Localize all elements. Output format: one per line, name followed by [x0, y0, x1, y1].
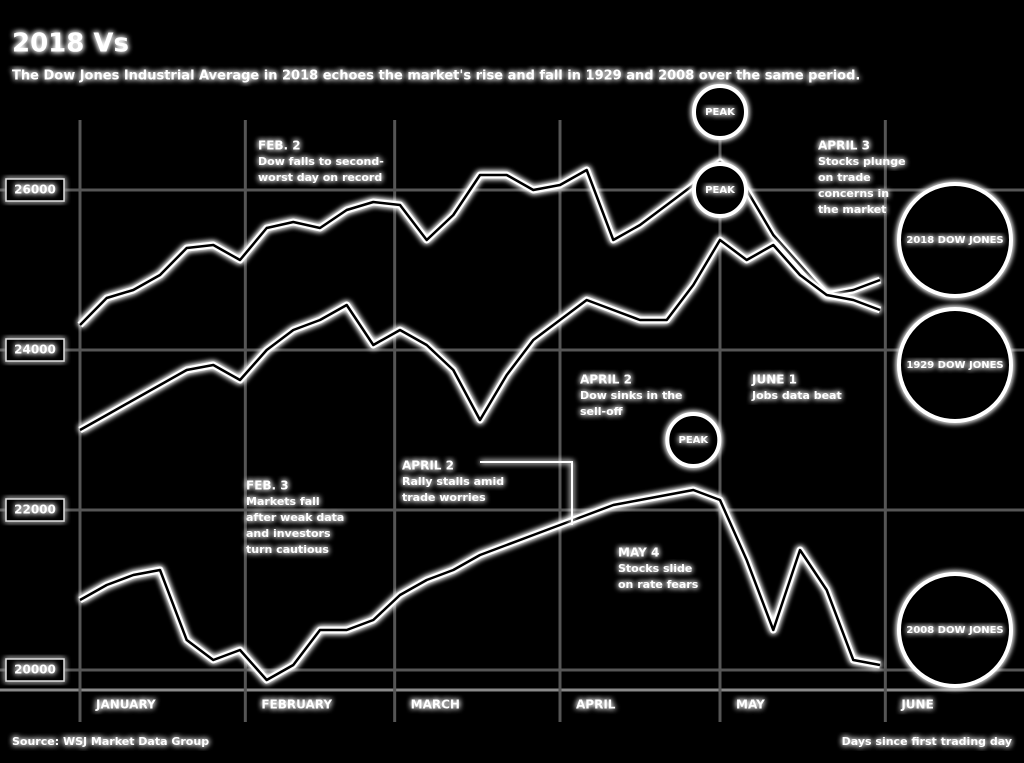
x-tick-label: JUNE [900, 698, 933, 712]
annotation-text: Rally stalls amid [402, 475, 504, 488]
annotation-text: trade worries [402, 491, 486, 504]
annotation-text: concerns in [818, 187, 889, 200]
peak-label: PEAK [679, 435, 710, 446]
annotation-text: worst day on record [258, 171, 382, 184]
peak-marker [665, 412, 722, 468]
annotation-heading: FEB. 2 [258, 139, 301, 153]
legend-label: 2018 DOW JONES [906, 235, 1003, 246]
annotation-heading: MAY 4 [618, 546, 659, 560]
x-tick-label: APRIL [576, 698, 616, 712]
annotation-text: turn cautious [246, 543, 329, 556]
annotation-heading: FEB. 3 [246, 479, 289, 493]
peak-label: PEAK [705, 107, 736, 118]
y-tick-box [5, 178, 65, 202]
annotation-heading: APRIL 2 [402, 459, 454, 473]
x-tick-label: MARCH [411, 698, 460, 712]
annotation-text: Jobs data beat [751, 389, 842, 402]
annotation-heading: APRIL 3 [818, 139, 870, 153]
x-tick-label: JANUARY [95, 698, 156, 712]
y-tick-label: 22000 [14, 503, 56, 517]
annotation-text: on trade [818, 171, 871, 184]
y-tick-box [5, 658, 65, 682]
legend-label: 1929 DOW JONES [906, 360, 1003, 371]
source: Source: WSJ Market Data Group [12, 735, 209, 748]
legend-label: 2008 DOW JONES [906, 625, 1003, 636]
annotation-leader [480, 461, 573, 525]
annotation-text: the market [818, 203, 886, 216]
note: Days since first trading day [842, 735, 1012, 748]
y-tick-box [5, 498, 65, 522]
annotation-heading: JUNE 1 [751, 373, 797, 387]
x-tick-label: FEBRUARY [261, 698, 332, 712]
peak-label: PEAK [705, 185, 736, 196]
annotation-text: and investors [246, 527, 331, 540]
y-tick-label: 20000 [14, 663, 56, 677]
y-tick-box [5, 338, 65, 362]
legend-circle [897, 182, 1013, 298]
chart-subtitle: The Dow Jones Industrial Average in 2018… [12, 69, 860, 84]
annotation-text: Dow falls to second- [258, 155, 384, 168]
peak-marker [692, 162, 748, 218]
annotation-text: Dow sinks in the [580, 389, 683, 402]
annotation-text: Markets fall [246, 495, 320, 508]
series-line-core [79, 238, 881, 432]
annotation-text: Stocks slide [618, 562, 692, 575]
y-tick-label: 26000 [14, 183, 56, 197]
chart-title: 2018 Vs [12, 29, 129, 59]
annotation-text: on rate fears [618, 578, 699, 591]
legend-circle [897, 307, 1013, 423]
series-line-core [79, 488, 881, 682]
plot: 20000 22000 24000 26000 JANUARY FEBRUARY MARCH… [0, 84, 1024, 722]
y-tick-label: 24000 [14, 343, 56, 357]
peak-marker [692, 84, 748, 140]
annotation-text: Stocks plunge [818, 155, 906, 168]
legend-circle [897, 572, 1013, 688]
annotation-text: sell-off [580, 405, 623, 418]
annotation-heading: APRIL 2 [580, 373, 632, 387]
annotation-text: after weak data [246, 511, 344, 524]
x-tick-label: MAY [736, 698, 765, 712]
